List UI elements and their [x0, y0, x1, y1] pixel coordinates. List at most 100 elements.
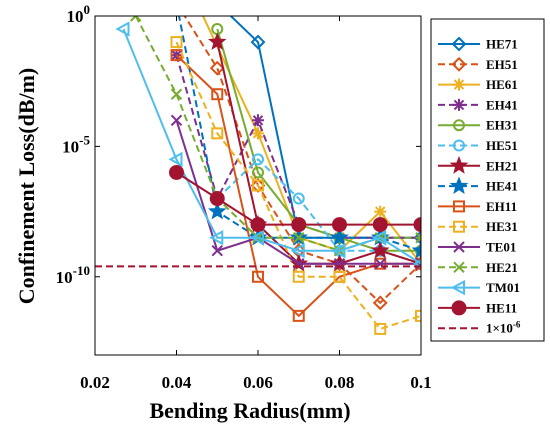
y-tick-label: 100 [67, 2, 91, 26]
point-eh11 [292, 309, 305, 322]
series-line-he61 [201, 16, 421, 265]
series-eh11 [170, 49, 421, 322]
legend-item-he31: HE31 [438, 219, 518, 234]
legend-item-he51: HE51 [438, 138, 518, 153]
legend-label: 1×10-6 [486, 320, 521, 336]
legend-label: EH41 [486, 97, 518, 112]
legend-label: EH11 [486, 199, 517, 214]
legend-item-eh11: EH11 [438, 199, 517, 214]
legend-marker [449, 156, 469, 174]
legend-marker [453, 200, 465, 213]
legend-label: EH31 [486, 118, 518, 133]
legend-label: TM01 [486, 280, 520, 295]
legend-item-he71: HE71 [438, 37, 518, 52]
point-he11 [332, 217, 347, 233]
series-eh21 [207, 32, 421, 272]
point-tm01 [372, 229, 387, 246]
point-tm01 [290, 243, 305, 259]
point-tm01 [115, 21, 130, 37]
series-line-he71 [229, 16, 421, 239]
point-he41 [411, 240, 421, 259]
legend-marker [453, 261, 465, 274]
point-he21 [415, 231, 421, 244]
point-he31 [252, 179, 264, 192]
legend-marker [450, 279, 465, 296]
legend-label: HE61 [486, 77, 518, 92]
point-eh41 [252, 114, 264, 127]
legend-item-eh21: EH21 [438, 156, 518, 174]
x-axis-title: Bending Radius(mm) [149, 398, 350, 423]
point-eh51 [171, 0, 183, 9]
point-he71 [413, 230, 421, 246]
legend: HE71 EH51 HE61 EH41 EH31 HE51 EH21 HE41 EH11 HE31… [430, 18, 545, 342]
point-he61 [252, 127, 264, 140]
legend-label: HE11 [486, 300, 517, 315]
legend-marker [453, 220, 465, 233]
point-tm01 [331, 243, 346, 259]
y-axis-title: Confinement Loss(dB/m) [14, 68, 39, 305]
point-eh11 [211, 88, 224, 101]
point-eh31 [252, 166, 264, 179]
point-tm01 [168, 151, 183, 168]
series-he31 [170, 36, 421, 335]
point-eh51 [209, 60, 225, 76]
legend-item-he11: HE11 [438, 300, 517, 316]
point-he31 [415, 309, 421, 322]
legend-item-1-10: 1×10-6 [438, 320, 521, 336]
axis-ticks: 0.02 0.04 0.06 0.08 0.1 100 10-5 10-10 [56, 2, 432, 392]
point-he11 [250, 217, 266, 233]
point-he11 [413, 217, 421, 233]
legend-frame [430, 18, 545, 342]
legend-marker [453, 119, 465, 132]
legend-item-te01: TE01 [438, 240, 516, 255]
legend-marker [451, 56, 467, 72]
legend-item-he41: HE41 [438, 176, 518, 195]
x-tick-label: 0.04 [162, 373, 192, 392]
x-tick-label: 0.06 [243, 373, 273, 392]
legend-item-eh41: EH41 [438, 97, 518, 112]
point-he31 [292, 270, 305, 283]
point-he31 [333, 270, 346, 283]
series-eh41 [170, 49, 421, 244]
point-he51 [292, 192, 305, 205]
series-line-eh31 [216, 28, 421, 252]
point-he61 [374, 205, 387, 218]
point-he61 [191, 0, 203, 9]
point-he71 [211, 0, 223, 9]
legend-marker [453, 241, 465, 253]
point-he21 [130, 16, 142, 22]
point-tm01 [249, 229, 264, 246]
legend-label: TE01 [486, 240, 516, 255]
point-he41 [170, 0, 183, 9]
legend-item-he21: HE21 [438, 260, 518, 275]
point-he41 [207, 201, 227, 220]
series-line-he21 [134, 16, 421, 252]
series-layer [95, 0, 421, 335]
legend-label: HE51 [486, 138, 518, 153]
point-he71 [250, 34, 266, 50]
point-he31 [170, 36, 183, 49]
legend-marker [449, 176, 469, 195]
legend-label: EH51 [486, 57, 518, 72]
point-eh11 [252, 270, 264, 283]
point-he21 [170, 88, 183, 100]
point-he51 [252, 153, 264, 166]
legend-label: EH21 [486, 158, 518, 173]
legend-label: HE71 [486, 37, 518, 52]
point-he31 [211, 127, 224, 140]
legend-marker [453, 98, 465, 111]
x-tick-label: 0.1 [410, 373, 431, 392]
point-eh21 [370, 240, 390, 259]
point-he11 [209, 191, 225, 207]
x-tick-label: 0.02 [80, 373, 110, 392]
point-eh51 [372, 295, 388, 311]
point-he21 [293, 231, 305, 244]
legend-marker [453, 78, 465, 91]
legend-label: HE21 [486, 260, 518, 275]
point-tm01 [209, 229, 224, 246]
y-tick-label: 10-5 [62, 132, 90, 156]
series-line-he31 [175, 41, 421, 331]
x-tick-label: 0.08 [325, 373, 355, 392]
legend-label: HE41 [486, 179, 518, 194]
